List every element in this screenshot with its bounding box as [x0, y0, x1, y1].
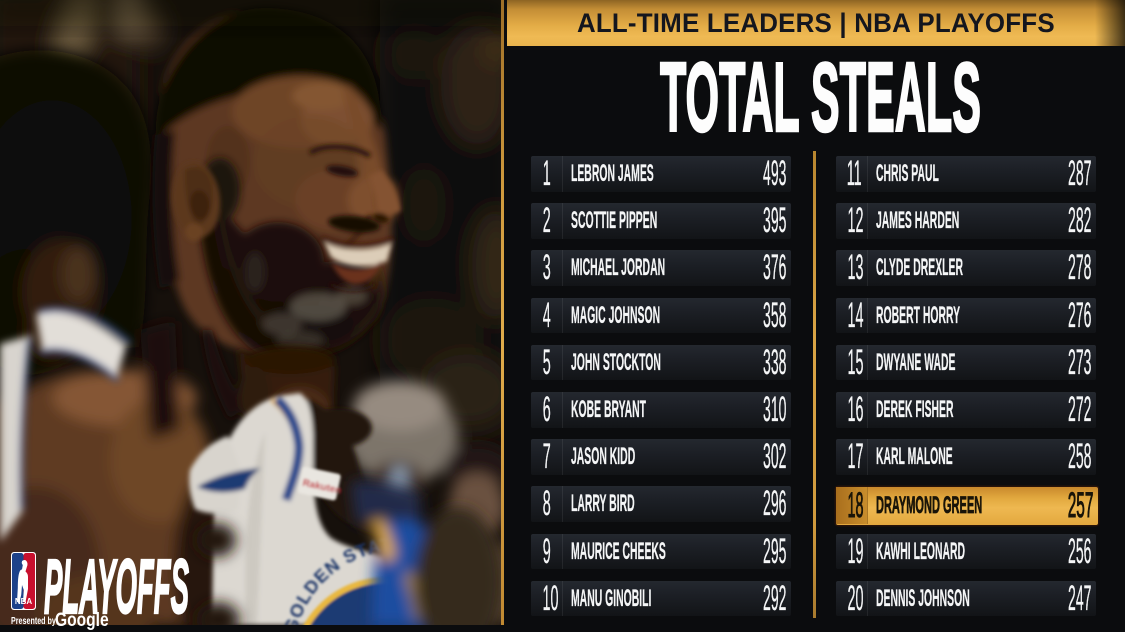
svg-text:NBA: NBA: [15, 597, 33, 606]
